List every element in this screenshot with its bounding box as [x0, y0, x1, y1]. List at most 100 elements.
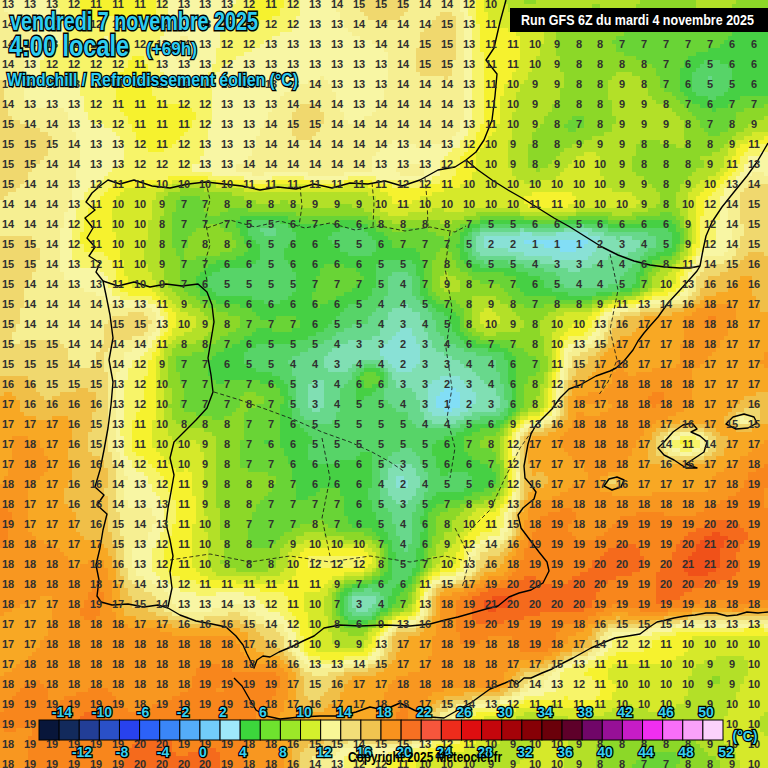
svg-text:17: 17 [748, 318, 760, 330]
svg-text:14: 14 [353, 158, 366, 170]
svg-text:14: 14 [682, 618, 695, 630]
svg-text:5: 5 [663, 238, 669, 250]
svg-text:3: 3 [334, 358, 340, 370]
svg-text:6: 6 [268, 438, 274, 450]
svg-text:20: 20 [551, 598, 563, 610]
svg-text:5: 5 [400, 558, 406, 570]
svg-text:7: 7 [685, 38, 691, 50]
svg-text:14: 14 [331, 138, 344, 150]
svg-text:0: 0 [199, 744, 207, 760]
svg-text:8: 8 [224, 438, 230, 450]
svg-text:10: 10 [441, 198, 453, 210]
svg-text:9: 9 [641, 198, 647, 210]
svg-text:4: 4 [378, 598, 385, 610]
svg-text:14: 14 [375, 98, 388, 110]
svg-text:13: 13 [353, 98, 365, 110]
svg-text:15: 15 [660, 618, 672, 630]
svg-text:8: 8 [224, 198, 230, 210]
svg-text:13: 13 [726, 618, 738, 630]
svg-text:7: 7 [246, 518, 252, 530]
svg-text:3: 3 [400, 498, 406, 510]
svg-text:12: 12 [704, 238, 716, 250]
svg-text:9: 9 [488, 298, 494, 310]
svg-text:12: 12 [156, 478, 168, 490]
svg-text:17: 17 [46, 538, 58, 550]
svg-text:13: 13 [134, 498, 146, 510]
svg-text:5: 5 [246, 218, 252, 230]
svg-text:18: 18 [682, 318, 694, 330]
svg-text:44: 44 [638, 744, 654, 760]
svg-text:9: 9 [641, 178, 647, 190]
svg-text:16: 16 [2, 378, 14, 390]
svg-text:4: 4 [400, 298, 407, 310]
svg-text:7: 7 [641, 38, 647, 50]
svg-text:9: 9 [554, 38, 560, 50]
svg-text:14: 14 [441, 118, 454, 130]
svg-text:12: 12 [243, 38, 255, 50]
svg-text:9: 9 [707, 678, 713, 690]
svg-text:13: 13 [353, 58, 365, 70]
svg-text:10: 10 [638, 678, 650, 690]
svg-text:13: 13 [90, 278, 102, 290]
svg-text:18: 18 [485, 678, 497, 690]
svg-text:7: 7 [312, 278, 318, 290]
svg-text:18: 18 [616, 358, 628, 370]
svg-text:4: 4 [334, 338, 341, 350]
svg-text:10: 10 [178, 458, 190, 470]
svg-text:9: 9 [488, 498, 494, 510]
svg-text:16: 16 [287, 758, 299, 768]
svg-text:14: 14 [704, 258, 717, 270]
svg-text:8: 8 [159, 218, 165, 230]
svg-text:11: 11 [616, 658, 628, 670]
svg-text:18: 18 [112, 678, 124, 690]
svg-text:9: 9 [510, 138, 516, 150]
svg-text:18: 18 [90, 578, 102, 590]
svg-text:4: 4 [290, 358, 297, 370]
svg-text:17: 17 [419, 638, 431, 650]
svg-text:3: 3 [554, 258, 560, 270]
svg-text:9: 9 [202, 458, 208, 470]
svg-text:7: 7 [268, 538, 274, 550]
svg-text:3: 3 [488, 398, 494, 410]
svg-text:7: 7 [268, 398, 274, 410]
svg-text:18: 18 [2, 558, 14, 570]
svg-text:19: 19 [24, 698, 36, 710]
svg-text:14: 14 [265, 118, 278, 130]
svg-text:5: 5 [334, 438, 340, 450]
svg-text:16: 16 [748, 278, 760, 290]
svg-text:17: 17 [594, 398, 606, 410]
svg-text:14: 14 [419, 0, 432, 10]
svg-text:18: 18 [704, 318, 716, 330]
svg-text:18: 18 [24, 438, 36, 450]
svg-text:8: 8 [597, 118, 603, 130]
svg-text:4: 4 [378, 358, 385, 370]
svg-text:8: 8 [488, 438, 494, 450]
svg-text:14: 14 [397, 118, 410, 130]
svg-text:6: 6 [356, 218, 362, 230]
svg-text:13: 13 [90, 158, 102, 170]
svg-text:6: 6 [334, 478, 340, 490]
svg-text:4: 4 [488, 378, 495, 390]
svg-text:19: 19 [2, 718, 14, 730]
svg-text:8: 8 [532, 338, 538, 350]
svg-text:18: 18 [24, 578, 36, 590]
svg-text:6: 6 [641, 218, 647, 230]
svg-text:5: 5 [268, 258, 274, 270]
svg-text:8: 8 [554, 298, 560, 310]
svg-text:13: 13 [331, 38, 343, 50]
svg-text:8: 8 [576, 38, 582, 50]
svg-text:12: 12 [704, 198, 716, 210]
svg-text:13: 13 [463, 98, 475, 110]
svg-text:6: 6 [378, 578, 384, 590]
svg-text:13: 13 [309, 38, 321, 50]
svg-text:6: 6 [246, 238, 252, 250]
svg-text:7: 7 [488, 278, 494, 290]
svg-text:14: 14 [353, 118, 366, 130]
svg-text:14: 14 [748, 178, 761, 190]
svg-text:14: 14 [265, 138, 278, 150]
svg-text:8: 8 [532, 398, 538, 410]
svg-text:13: 13 [68, 278, 80, 290]
svg-text:7: 7 [751, 98, 757, 110]
svg-text:14: 14 [485, 538, 498, 550]
svg-text:18: 18 [704, 498, 716, 510]
